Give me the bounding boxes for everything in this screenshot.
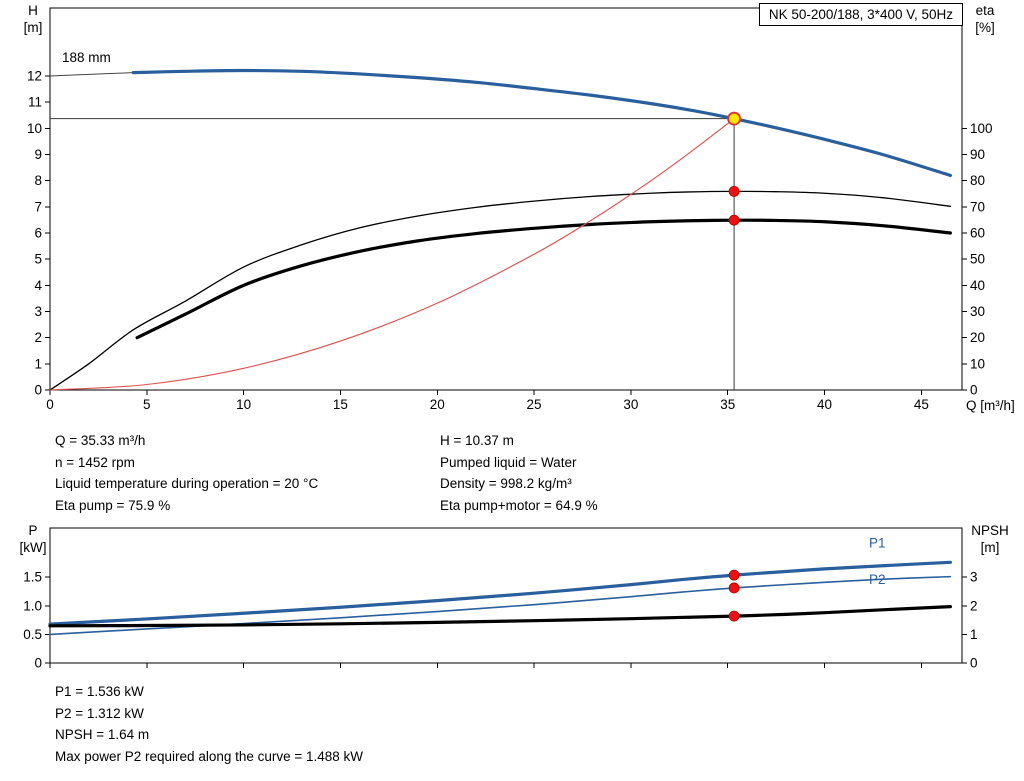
- p2-point: [728, 582, 740, 594]
- p1-point: [728, 569, 740, 581]
- duty-point: [727, 111, 741, 126]
- x-tick-label: 45: [914, 397, 929, 412]
- system-curve: [49, 118, 735, 391]
- y-left-tick-label: 2: [34, 330, 42, 345]
- liquid-temperature-value: Liquid temperature during operation = 20…: [55, 476, 319, 491]
- eta-pump-motor-point: [728, 214, 740, 226]
- x-tick-label: 35: [720, 397, 735, 412]
- duty-q-value: Q = 35.33 m³/h: [55, 433, 146, 448]
- y-left-tick-label: 1.0: [23, 598, 42, 613]
- max-power-value: Max power P2 required along the curve = …: [55, 748, 364, 764]
- y-right-tick-label: 3: [970, 570, 978, 585]
- x-tick-label: 25: [527, 397, 542, 412]
- y-right-tick-label: 50: [970, 252, 985, 267]
- q-axis-title: Q [m³/h]: [966, 398, 1015, 413]
- y-left-tick-label: 0: [34, 656, 42, 671]
- y-right-tick-label: 30: [970, 304, 985, 319]
- y-right-tick-label: 10: [970, 356, 985, 371]
- y-right-tick-label: 20: [970, 330, 985, 345]
- y-right-tick-label: 0: [970, 656, 978, 671]
- pumped-liquid-value: Pumped liquid = Water: [440, 454, 577, 470]
- y-right-tick-label: 40: [970, 278, 985, 293]
- npsh-axis-title: NPSH [m]: [971, 523, 1009, 555]
- y-right-tick-label: 100: [970, 121, 993, 136]
- eta-pump-point: [728, 186, 740, 197]
- y-right-tick-label: 0: [970, 383, 978, 398]
- impeller-diameter-label: 188 mm: [62, 50, 111, 65]
- y-left-tick-label: 11: [28, 95, 42, 110]
- y-left-tick-label: 0.5: [23, 627, 42, 642]
- y-left-tick-label: 6: [34, 226, 42, 241]
- x-tick-label: 40: [817, 397, 832, 412]
- y-left-tick-label: 0: [34, 383, 42, 398]
- p2-value: P2 = 1.312 kW: [55, 705, 144, 721]
- h-curve-188mm: [131, 68, 952, 178]
- eta-axis-title: eta [%]: [975, 3, 995, 35]
- eta-pump-curve: [49, 190, 952, 391]
- y-left-tick-label: 10: [27, 121, 42, 136]
- y-right-tick-label: 60: [970, 226, 985, 241]
- p-axis-title: P [kW]: [19, 523, 47, 555]
- pump-designation-box: NK 50-200/188, 3*400 V, 50Hz: [758, 3, 963, 26]
- p2-label: P2: [869, 572, 886, 587]
- duty-h-value: H = 10.37 m: [440, 433, 514, 448]
- duty-data-column-2: H = 10.37 m Pumped liquid = Water Densit…: [440, 430, 598, 516]
- y-right-tick-label: 2: [970, 598, 978, 613]
- y-left-tick-label: 8: [34, 173, 42, 188]
- power-data-block: P1 = 1.536 kW P2 = 1.312 kW NPSH = 1.64 …: [55, 681, 363, 767]
- y-left-tick-label: 7: [34, 199, 42, 214]
- y-left-tick-label: 12: [27, 69, 42, 84]
- y-left-tick-label: 1.5: [23, 570, 42, 585]
- x-tick-label: 15: [333, 397, 348, 412]
- eta-pump-motor-value: Eta pump+motor = 64.9 %: [440, 497, 598, 513]
- duty-speed-value: n = 1452 rpm: [55, 454, 135, 470]
- x-tick-label: 30: [623, 397, 638, 412]
- x-tick-label: 0: [46, 397, 54, 412]
- duty-data-column-1: Q = 35.33 m³/h n = 1452 rpm Liquid tempe…: [55, 430, 318, 516]
- x-tick-label: 5: [143, 397, 151, 412]
- npsh-value: NPSH = 1.64 m: [55, 727, 150, 742]
- y-right-tick-label: 80: [970, 173, 985, 188]
- eta-pump-motor-curve: [135, 218, 952, 340]
- p1-value: P1 = 1.536 kW: [55, 684, 144, 699]
- y-right-tick-label: 1: [970, 627, 978, 642]
- x-tick-label: 10: [236, 397, 251, 412]
- p1-curve: [48, 560, 952, 626]
- h-axis-title: H [m]: [23, 3, 43, 35]
- h-curve-leader: [49, 72, 134, 77]
- p1-label: P1: [869, 535, 886, 550]
- y-left-tick-label: 1: [34, 356, 42, 371]
- density-value: Density = 998.2 kg/m³: [440, 476, 572, 491]
- y-left-tick-label: 9: [34, 147, 42, 162]
- x-tick-label: 20: [430, 397, 445, 412]
- npsh-curve: [48, 605, 952, 628]
- plot-border: [49, 7, 963, 391]
- y-left-tick-label: 5: [34, 252, 42, 267]
- eta-pump-value: Eta pump = 75.9 %: [55, 497, 171, 513]
- npsh-point: [728, 610, 740, 622]
- power-npsh-chart: 0 0.5 1.0 1.5 0 1 2 3 P1 P2: [23, 527, 978, 671]
- y-left-tick-label: 4: [34, 278, 42, 293]
- y-right-tick-label: 90: [970, 147, 985, 162]
- plot-border: [49, 527, 963, 664]
- y-left-tick-label: 3: [34, 304, 42, 319]
- qh-eta-chart: 0 5 10 15 20 25 30 35 40 450123456789101112010203…: [27, 7, 993, 412]
- y-right-tick-label: 70: [970, 199, 985, 214]
